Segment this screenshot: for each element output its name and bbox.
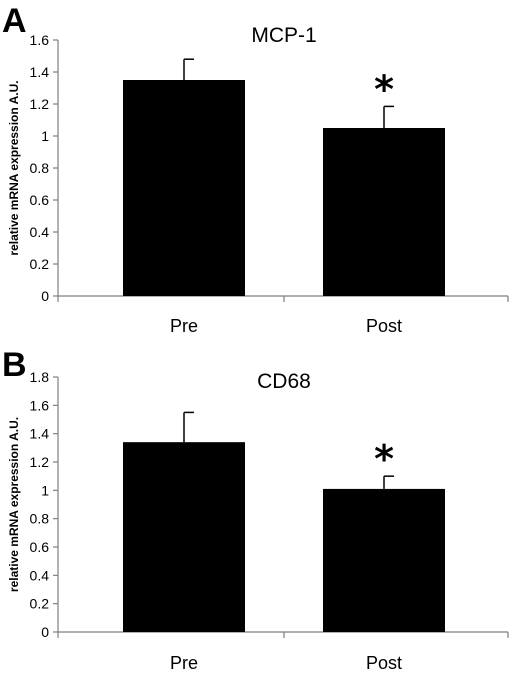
bar-post bbox=[323, 488, 445, 632]
y-tick-label: 1.6 bbox=[30, 32, 50, 48]
y-axis-label: relative mRNA expression A.U. bbox=[7, 80, 21, 255]
chart-title: CD68 bbox=[257, 370, 311, 393]
chart-title: MCP-1 bbox=[251, 24, 316, 47]
y-tick-label: 1.2 bbox=[30, 454, 50, 470]
x-tick-label-pre: Pre bbox=[170, 316, 198, 336]
panel-b: B CD68 relative mRNA expression A.U. 0 0.2 0.… bbox=[2, 346, 509, 673]
y-tick-label: 0.4 bbox=[30, 224, 50, 240]
panel-a: A MCP-1 relative mRNA expression A.U. 0 0.2 0… bbox=[2, 2, 509, 336]
significance-marker: * bbox=[374, 437, 394, 481]
y-tick-label: 1 bbox=[41, 482, 49, 498]
significance-marker: * bbox=[374, 67, 394, 111]
y-tick-label: 1 bbox=[41, 128, 49, 144]
panel-letter: A bbox=[2, 2, 27, 40]
y-tick-label: 0.8 bbox=[30, 160, 50, 176]
bar-pre bbox=[123, 80, 245, 296]
y-tick-label: 1.4 bbox=[30, 64, 50, 80]
x-tick-label-post: Post bbox=[366, 316, 402, 336]
x-tick-label-post: Post bbox=[366, 653, 402, 673]
y-axis-label: relative mRNA expression A.U. bbox=[7, 417, 21, 592]
y-tick-label: 0.2 bbox=[30, 596, 50, 612]
y-tick-label: 1.8 bbox=[30, 369, 50, 385]
y-tick-label: 0.4 bbox=[30, 567, 50, 583]
y-tick-label: 1.4 bbox=[30, 426, 50, 442]
y-tick-label: 0 bbox=[41, 624, 49, 640]
y-tick-label: 1.2 bbox=[30, 96, 50, 112]
y-tick-label: 0.6 bbox=[30, 192, 50, 208]
y-tick-label: 1.6 bbox=[30, 397, 50, 413]
y-tick-label: 0.8 bbox=[30, 511, 50, 527]
y-tick-label: 0.6 bbox=[30, 539, 50, 555]
bar-post bbox=[323, 128, 445, 296]
y-tick-label: 0 bbox=[41, 288, 49, 304]
y-tick-label: 0.2 bbox=[30, 256, 50, 272]
x-tick-label-pre: Pre bbox=[170, 653, 198, 673]
bar-pre bbox=[123, 442, 245, 632]
panel-letter: B bbox=[2, 346, 27, 384]
